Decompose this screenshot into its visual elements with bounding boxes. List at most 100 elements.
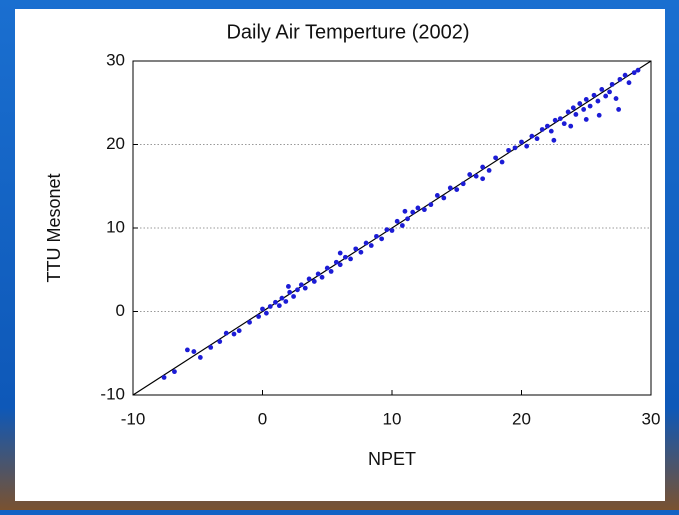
point <box>591 92 597 98</box>
point <box>565 109 571 115</box>
point <box>197 355 203 360</box>
point <box>328 269 334 274</box>
point <box>333 259 339 265</box>
point <box>394 218 400 224</box>
point <box>434 193 440 198</box>
point <box>291 294 296 299</box>
point <box>368 243 374 248</box>
point <box>534 136 540 142</box>
point <box>568 123 574 129</box>
point <box>415 205 421 211</box>
point <box>295 287 300 293</box>
y-tick-label: 30 <box>106 50 125 69</box>
point <box>287 289 293 295</box>
point <box>236 328 242 334</box>
point <box>486 167 492 173</box>
x-axis-label: NPET <box>368 449 416 469</box>
point <box>384 227 390 233</box>
point <box>315 271 321 277</box>
point <box>609 81 615 87</box>
y-axis-label: TTU Mesonet <box>44 173 64 282</box>
point <box>603 93 609 99</box>
point <box>402 208 408 214</box>
point <box>552 117 558 123</box>
point <box>363 240 369 246</box>
point <box>626 80 632 86</box>
point <box>276 303 282 309</box>
point <box>512 145 518 151</box>
point <box>557 116 563 122</box>
point <box>319 274 325 280</box>
y-tick-label: 0 <box>116 301 125 320</box>
point <box>298 282 304 288</box>
point <box>577 101 583 106</box>
point <box>581 107 587 112</box>
point <box>379 236 385 242</box>
point <box>184 347 190 353</box>
point <box>311 279 317 284</box>
point <box>161 375 167 380</box>
point <box>217 339 223 344</box>
point <box>573 112 579 117</box>
point <box>247 319 252 325</box>
point <box>539 127 545 132</box>
point <box>374 233 379 239</box>
point <box>231 331 237 337</box>
point <box>302 285 308 291</box>
point <box>480 164 486 170</box>
plot-frame <box>132 60 652 396</box>
point <box>410 209 416 215</box>
x-tick-label: 10 <box>383 409 402 428</box>
point <box>263 310 269 316</box>
chart-title: Daily Air Temperture (2002) <box>226 21 469 43</box>
point <box>324 265 330 271</box>
point <box>631 70 637 76</box>
point <box>506 147 511 153</box>
point <box>358 249 364 255</box>
point <box>524 143 530 149</box>
point <box>399 223 405 228</box>
point <box>342 254 348 260</box>
point <box>561 121 567 127</box>
point <box>595 98 601 104</box>
point <box>337 262 343 268</box>
y-tick-label: 10 <box>106 217 125 236</box>
point <box>208 345 214 350</box>
point <box>583 117 589 122</box>
point <box>172 369 177 375</box>
point <box>348 256 353 262</box>
point <box>493 155 498 161</box>
point <box>551 137 557 143</box>
point <box>441 195 447 201</box>
point <box>617 76 623 82</box>
point <box>473 173 479 179</box>
point <box>545 123 550 129</box>
point <box>428 202 434 208</box>
point <box>613 96 619 101</box>
point <box>421 207 427 213</box>
point <box>260 306 265 312</box>
point <box>256 314 262 319</box>
point <box>389 228 395 233</box>
x-tick-label: 0 <box>258 409 267 428</box>
y-tick-label: 20 <box>106 134 125 153</box>
point <box>635 67 641 73</box>
x-tick-label: -10 <box>121 409 146 428</box>
point <box>353 246 359 252</box>
point <box>599 86 605 92</box>
point <box>548 128 554 134</box>
point <box>405 216 410 222</box>
point <box>191 349 197 354</box>
point <box>529 133 535 139</box>
point <box>273 299 278 305</box>
point <box>447 185 453 191</box>
point <box>480 176 486 182</box>
point <box>519 139 524 145</box>
x-tick-label: 20 <box>512 409 531 428</box>
point <box>499 159 505 165</box>
point <box>622 72 628 78</box>
point <box>587 103 593 109</box>
point <box>616 107 622 112</box>
point <box>283 299 289 304</box>
